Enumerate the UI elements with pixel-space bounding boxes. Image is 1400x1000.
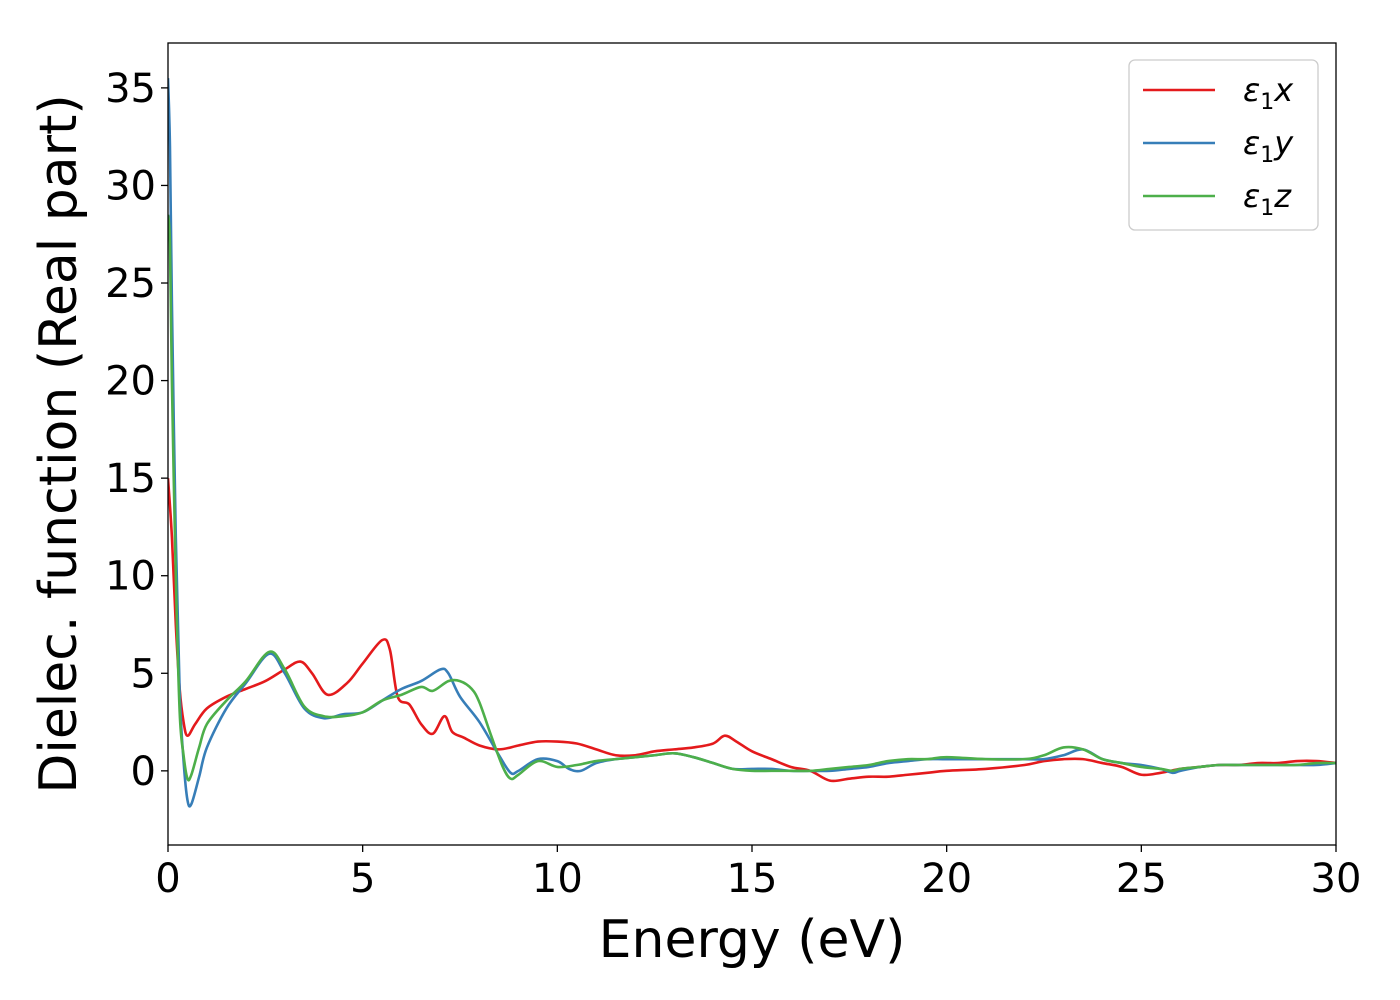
x-tick-label: 10 — [532, 856, 583, 902]
y-tick-label: 20 — [105, 359, 156, 405]
y-axis-ticks: 0 5 10 15 20 25 30 35 — [105, 66, 168, 795]
x-tick-label: 5 — [350, 856, 375, 902]
y-tick-label: 30 — [105, 163, 156, 209]
x-tick-label: 0 — [155, 856, 180, 902]
y-tick-label: 25 — [105, 261, 156, 307]
x-tick-label: 25 — [1116, 856, 1167, 902]
series-layer — [168, 78, 1336, 808]
x-tick-label: 30 — [1311, 856, 1362, 902]
y-tick-label: 5 — [131, 651, 156, 697]
x-axis-label: Energy (eV) — [599, 910, 906, 970]
x-tick-label: 20 — [921, 856, 972, 902]
legend-label-x: ε1x — [1243, 71, 1294, 115]
legend-label-y: ε1y — [1243, 124, 1294, 168]
x-axis-ticks: 0 5 10 15 20 25 30 — [155, 845, 1361, 902]
x-tick-label: 15 — [727, 856, 778, 902]
legend-box — [1128, 59, 1319, 231]
y-tick-label: 0 — [131, 749, 156, 795]
legend: ε1x ε1y ε1z — [1128, 59, 1319, 231]
series-line-z — [168, 214, 1336, 782]
legend-label-z: ε1z — [1243, 177, 1292, 221]
y-tick-label: 10 — [105, 554, 156, 600]
y-axis-label: Dielec. function (Real part) — [29, 94, 89, 793]
y-tick-label: 15 — [105, 456, 156, 502]
y-tick-label: 35 — [105, 66, 156, 112]
series-line-x — [168, 478, 1336, 783]
